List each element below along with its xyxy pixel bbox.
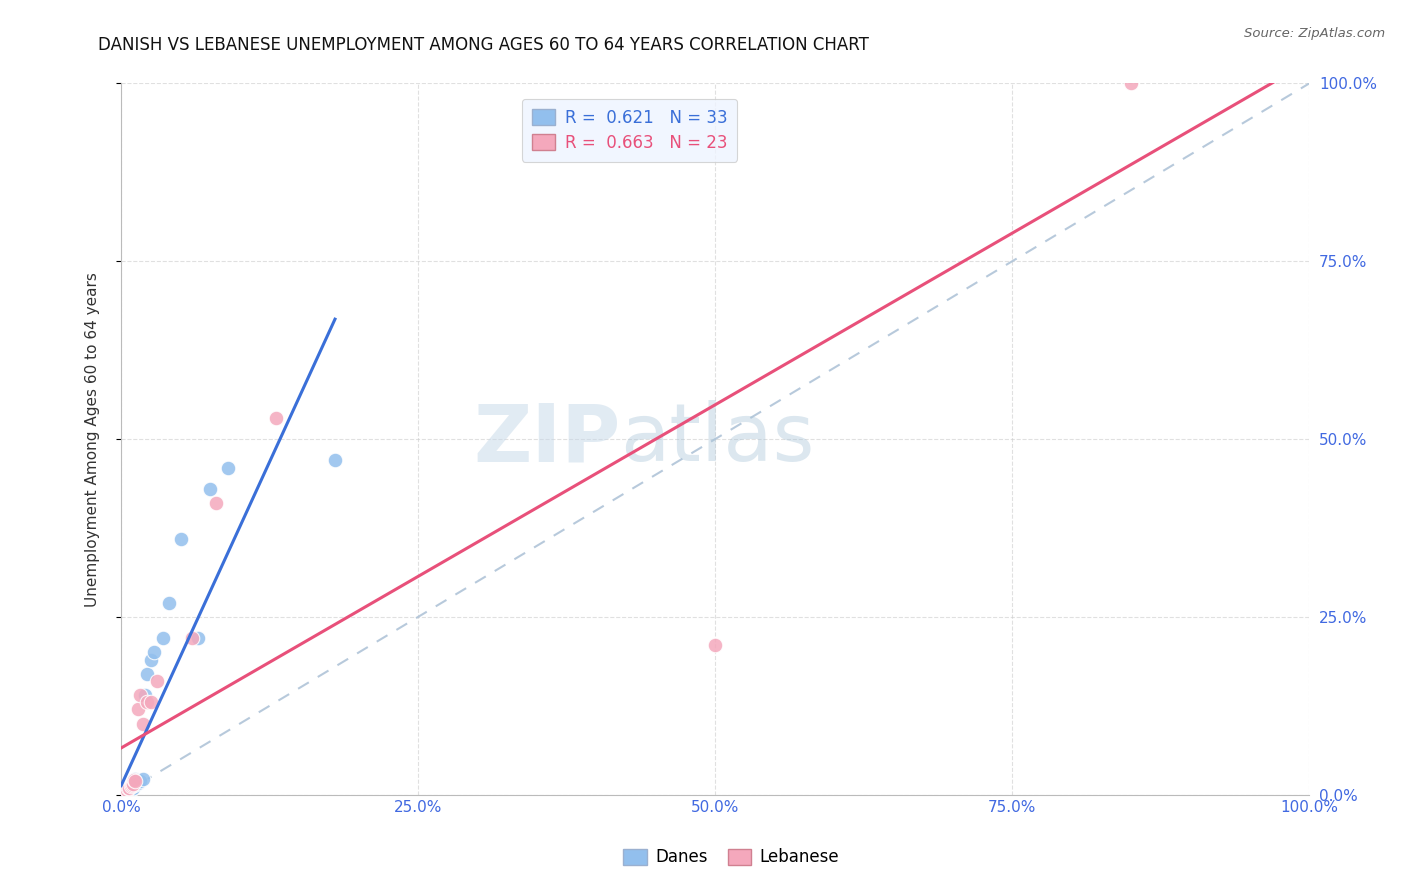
Point <box>111 786 134 800</box>
Point <box>114 785 136 799</box>
Point <box>157 596 180 610</box>
Point <box>115 785 138 799</box>
Legend: R =  0.621   N = 33, R =  0.663   N = 23: R = 0.621 N = 33, R = 0.663 N = 23 <box>522 99 738 161</box>
Point <box>169 532 191 546</box>
Point <box>115 782 138 797</box>
Point <box>181 631 204 645</box>
Point <box>114 784 136 798</box>
Text: DANISH VS LEBANESE UNEMPLOYMENT AMONG AGES 60 TO 64 YEARS CORRELATION CHART: DANISH VS LEBANESE UNEMPLOYMENT AMONG AG… <box>98 36 869 54</box>
Point <box>139 652 162 666</box>
Point <box>134 688 156 702</box>
Point <box>127 776 149 790</box>
Point <box>120 781 142 796</box>
Point <box>143 645 166 659</box>
Point <box>115 784 138 798</box>
Point <box>152 631 174 645</box>
Point <box>704 638 727 652</box>
Text: atlas: atlas <box>620 401 814 478</box>
Point <box>122 779 145 793</box>
Legend: Danes, Lebanese: Danes, Lebanese <box>614 840 848 875</box>
Point <box>323 453 346 467</box>
Point <box>124 772 146 786</box>
Point <box>122 773 145 788</box>
Point <box>111 786 134 800</box>
Point <box>121 778 143 792</box>
Point <box>117 780 139 795</box>
Point <box>139 695 162 709</box>
Point <box>120 779 142 793</box>
Point <box>187 631 209 645</box>
Point <box>112 786 135 800</box>
Point <box>111 786 134 800</box>
Point <box>217 460 239 475</box>
Point <box>264 410 287 425</box>
Point <box>1119 77 1142 91</box>
Point <box>115 784 138 798</box>
Point <box>125 773 148 788</box>
Point <box>121 779 143 793</box>
Point <box>136 695 159 709</box>
Point <box>118 781 141 796</box>
Point <box>115 782 138 797</box>
Point <box>122 777 145 791</box>
Point <box>122 780 145 795</box>
Point <box>127 702 149 716</box>
Point <box>129 688 152 702</box>
Point <box>114 785 136 799</box>
Point <box>124 775 146 789</box>
Text: ZIP: ZIP <box>472 401 620 478</box>
Point <box>112 786 135 800</box>
Point <box>124 774 146 789</box>
Point <box>117 783 139 797</box>
Point <box>131 716 153 731</box>
Point <box>129 774 152 789</box>
Y-axis label: Unemployment Among Ages 60 to 64 years: Unemployment Among Ages 60 to 64 years <box>86 272 100 607</box>
Point <box>136 666 159 681</box>
Point <box>205 496 228 510</box>
Text: Source: ZipAtlas.com: Source: ZipAtlas.com <box>1244 27 1385 40</box>
Point <box>146 673 169 688</box>
Point <box>200 482 222 496</box>
Point <box>131 772 153 786</box>
Point <box>121 782 143 797</box>
Point <box>117 782 139 797</box>
Point <box>118 782 141 797</box>
